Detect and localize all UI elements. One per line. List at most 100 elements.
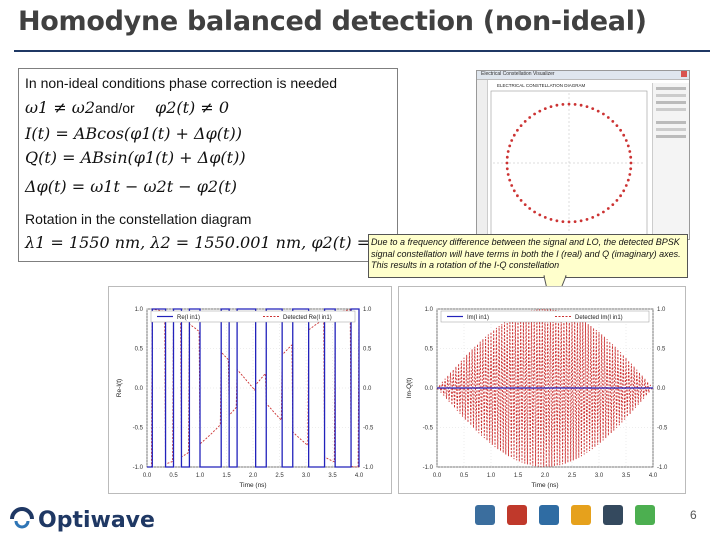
title-underline	[14, 50, 710, 52]
legend-label-signal: Re(I in1)	[177, 315, 200, 321]
signal-series-line	[147, 308, 360, 468]
equation-params: λ1 = 1550 nm, λ2 = 1550.001 nm, φ2(t) = …	[25, 233, 386, 252]
constellation-point	[506, 150, 510, 153]
constellation-point	[523, 203, 527, 206]
constellation-point	[611, 120, 615, 123]
window-titlebar: Electrical Constellation Visualizer	[477, 71, 689, 80]
x-tick-label: 2.5	[568, 473, 577, 479]
constellation-point	[629, 155, 633, 159]
constellation-point	[626, 178, 630, 182]
y-tick-label: -0.5	[423, 426, 434, 432]
constellation-point	[567, 220, 571, 224]
constellation-points	[505, 102, 633, 224]
constellation-point	[573, 220, 577, 224]
y-tick-label: 1.0	[425, 307, 434, 313]
optiwave-logo-icon	[10, 507, 34, 529]
imag-part-chart: 0.0 0.5 1.0 1.5 2.0 2.5 3.0 3.5 4.0 1.0 1.0 0.5 0.5 0…	[406, 307, 668, 489]
y-tick-label: 0.5	[425, 347, 434, 353]
y-tick-label: 0.0	[135, 386, 144, 392]
imag-part-plot-panel: 0.0 0.5 1.0 1.5 2.0 2.5 3.0 3.5 4.0 1.0 1.0 0.5 0.5 0…	[398, 286, 686, 494]
y-tick-label-right: 0.0	[363, 386, 372, 392]
constellation-point	[619, 194, 622, 198]
constellation-point	[628, 173, 632, 176]
constellation-point	[615, 199, 619, 202]
y-tick-label-right: 1.0	[363, 307, 372, 313]
product-icon-6	[635, 505, 655, 525]
constellation-point	[602, 210, 605, 214]
y-tick-label-right: 1.0	[657, 307, 666, 313]
constellation-point	[555, 103, 559, 107]
x-tick-label: 1.5	[222, 473, 231, 479]
condition-phi: φ2(t) ≠ 0	[155, 98, 230, 117]
x-tick-label: 2.5	[275, 473, 284, 479]
window-settings-panel	[652, 83, 689, 235]
y-tick-label-right: -1.0	[657, 465, 668, 471]
constellation-point	[561, 103, 565, 106]
constellation-point	[533, 112, 536, 116]
constellation-point	[579, 103, 583, 107]
constellation-point	[624, 139, 628, 142]
x-tick-label: 4.0	[649, 473, 658, 479]
constellation-point	[508, 144, 512, 148]
x-tick-label: 3.0	[302, 473, 311, 479]
y-axis-label: Im-Q(t)	[406, 378, 413, 399]
x-tick-label: 1.0	[196, 473, 205, 479]
product-icon-4	[571, 505, 591, 525]
equation-i: I(t) = ABcos(φ1(t) + Δφ(t))	[25, 124, 242, 143]
optiwave-logo-text: Optiwave	[38, 508, 155, 533]
constellation-point	[585, 218, 589, 221]
constellation-point	[512, 133, 516, 137]
real-part-chart: 0.0 0.5 1.0 1.5 2.0 2.5 3.0 3.5 4.0 1.0 1.0 0.5 0.5 0…	[116, 307, 374, 489]
x-axis-label: Time (ns)	[531, 482, 558, 489]
constellation-point	[549, 105, 553, 108]
x-tick-label: 2.0	[541, 473, 550, 479]
equation-q: Q(t) = ABsin(φ1(t) + Δφ(t))	[25, 148, 246, 167]
constellation-point	[512, 189, 516, 193]
constellation-point	[611, 203, 615, 206]
real-part-plot-panel: 0.0 0.5 1.0 1.5 2.0 2.5 3.0 3.5 4.0 1.0 1.0 0.5 0.5 0…	[108, 286, 392, 494]
constellation-point	[538, 213, 542, 217]
rotation-text: Rotation in the constellation diagram	[25, 211, 252, 227]
constellation-point	[519, 199, 523, 202]
intro-text: In non-ideal conditions phase correction…	[25, 75, 338, 91]
y-tick-label-right: -0.5	[363, 426, 374, 432]
y-tick-label: 1.0	[135, 307, 144, 313]
x-tick-label: 3.0	[595, 473, 604, 479]
x-tick-label: 4.0	[355, 473, 364, 479]
close-icon[interactable]	[681, 71, 687, 77]
constellation-point	[533, 210, 536, 214]
constellation-point	[505, 161, 509, 165]
constellation-plot-title: ELECTRICAL CONSTELLATION DIAGRAM	[497, 83, 586, 88]
constellation-point	[585, 105, 589, 108]
constellation-point	[606, 116, 610, 119]
constellation-plot	[490, 90, 648, 236]
constellation-point	[591, 216, 595, 219]
constellation-point	[519, 124, 523, 127]
constellation-point	[606, 207, 610, 210]
slide-title: Homodyne balanced detection (non-ideal)	[18, 6, 647, 37]
x-tick-label: 3.5	[328, 473, 337, 479]
product-icon-3	[539, 505, 559, 525]
constellation-point	[567, 102, 571, 106]
y-tick-label-right: -0.5	[657, 426, 668, 432]
constellation-point	[555, 219, 559, 223]
constellation-point	[506, 173, 510, 176]
constellation-point	[549, 218, 553, 221]
product-icon-5	[603, 505, 623, 525]
x-tick-label: 0.0	[143, 473, 152, 479]
constellation-point	[591, 107, 595, 110]
constellation-point	[505, 167, 509, 171]
constellation-point	[596, 213, 600, 217]
x-tick-label: 1.5	[514, 473, 523, 479]
constellation-point	[543, 107, 547, 110]
constellation-point	[615, 124, 619, 127]
constellation-point	[628, 150, 632, 153]
constellation-point	[626, 144, 630, 148]
constellation-point	[629, 167, 633, 171]
constellation-point	[508, 178, 512, 182]
equation-textbox: In non-ideal conditions phase correction…	[18, 68, 398, 262]
constellation-point	[579, 219, 583, 223]
constellation-point	[528, 207, 532, 210]
constellation-point	[622, 189, 626, 193]
constellation-point	[561, 220, 565, 224]
